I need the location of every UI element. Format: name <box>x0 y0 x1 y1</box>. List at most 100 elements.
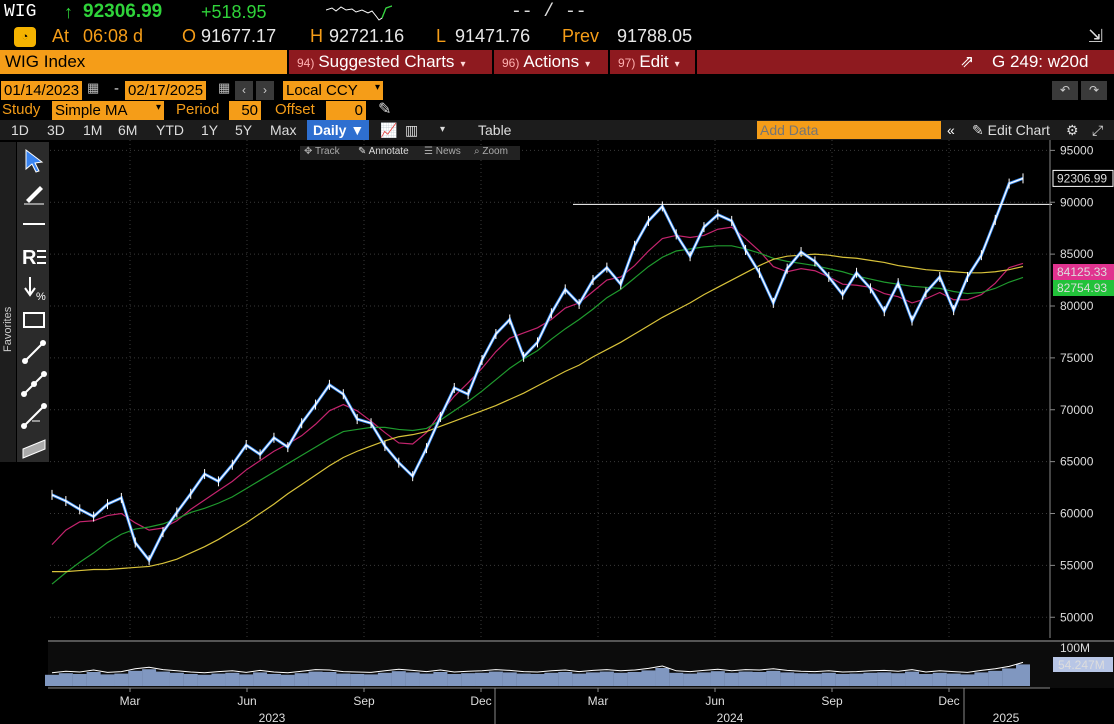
line-chart-icon[interactable]: 📈 <box>380 122 398 138</box>
y-tick-label: 75000 <box>1060 351 1094 365</box>
expand-icon[interactable]: ⤢ <box>1092 122 1104 138</box>
period-max[interactable]: Max <box>270 122 297 138</box>
popout-icon[interactable]: ⇲ <box>1088 26 1104 46</box>
actions-menu[interactable]: 96) Actions ▾ <box>502 50 590 74</box>
volume-panel: 100M 54.247M <box>45 640 1114 688</box>
volume-bar <box>114 673 129 686</box>
chevron-down-icon: ▾ <box>374 82 380 93</box>
volume-bar <box>544 672 559 686</box>
volume-bar <box>183 674 198 686</box>
text-tool-icon[interactable]: R <box>20 242 48 270</box>
edit-menu[interactable]: 97) Edit ▾ <box>618 50 680 74</box>
period-1m[interactable]: 1M <box>83 122 103 138</box>
prev-range-button[interactable]: ‹ <box>235 81 253 100</box>
moving-averages <box>51 226 1024 585</box>
y-tick-label: 80000 <box>1060 299 1094 313</box>
volume-bar <box>752 672 767 686</box>
y-tick-label: 95000 <box>1060 143 1094 157</box>
volume-bar <box>336 673 351 686</box>
prev-value: 91788.05 <box>617 26 693 46</box>
volume-bar <box>142 669 157 686</box>
x-month-label: Jun <box>705 694 724 708</box>
volume-bar <box>655 668 670 686</box>
volume-bar <box>974 672 989 686</box>
period-1y[interactable]: 1Y <box>201 122 219 138</box>
calendar-icon[interactable]: ▦ <box>218 80 231 95</box>
offset-field[interactable]: 0 <box>326 101 366 120</box>
menu-label: Suggested Charts <box>318 52 455 71</box>
volume-bar <box>863 672 878 686</box>
collapse-icon[interactable]: « <box>947 122 955 138</box>
end-date-field[interactable]: 02/17/2025 <box>125 81 207 100</box>
percent-tool-icon[interactable]: % <box>20 274 48 303</box>
period-1d[interactable]: 1D <box>11 122 29 138</box>
export-icon[interactable]: ⇗ <box>960 52 975 71</box>
frequency-select[interactable]: Daily ▼ <box>307 120 369 140</box>
news-button[interactable]: ☰ News <box>424 146 461 157</box>
volume-bar <box>794 673 809 686</box>
y-tick-label: 50000 <box>1060 610 1094 624</box>
offset-label: Offset <box>275 101 315 118</box>
period-3d[interactable]: 3D <box>47 122 65 138</box>
volume-bar <box>530 674 545 686</box>
volume-bar <box>891 673 906 686</box>
study-value: Simple MA <box>55 102 128 119</box>
pencil-icon[interactable]: ✎ <box>378 101 392 118</box>
volume-bar <box>72 674 87 686</box>
calendar-icon[interactable]: ▦ <box>87 80 100 95</box>
volume-bar <box>58 673 73 686</box>
divider <box>695 50 697 74</box>
table-button[interactable]: Table <box>478 122 512 138</box>
x-month-label: Mar <box>588 694 609 708</box>
track-button[interactable]: ✥ Track <box>304 146 340 157</box>
next-range-button[interactable]: › <box>256 81 274 100</box>
period-5y[interactable]: 5Y <box>235 122 253 138</box>
pointer-tool-icon[interactable] <box>20 146 48 174</box>
security-field[interactable]: WIG Index <box>0 50 287 74</box>
ticker-symbol[interactable]: WIG <box>4 2 37 22</box>
price-chart[interactable]: 95000 90000 85000 80000 75000 70000 65000 60000… <box>0 140 1114 724</box>
suggested-charts-menu[interactable]: 94) Suggested Charts ▾ <box>297 50 465 74</box>
volume-bar <box>932 672 947 686</box>
chevron-down-icon[interactable]: ▾ <box>440 124 446 135</box>
shape-tool-icon[interactable] <box>20 434 48 462</box>
chevron-down-icon: ▾ <box>460 59 466 70</box>
undo-button[interactable]: ↶ <box>1052 81 1078 100</box>
fibonacci-tool-icon[interactable] <box>20 402 48 430</box>
volume-bar <box>918 674 933 686</box>
redo-button[interactable]: ↷ <box>1081 81 1107 100</box>
volume-bar <box>1002 668 1017 686</box>
chart-mini-toolbar: ✥ Track ✎ Annotate ☰ News ⌕ Zoom <box>300 146 520 160</box>
pen-tool-icon[interactable] <box>20 178 48 206</box>
horizontal-line-icon[interactable] <box>20 210 48 238</box>
zoom-button[interactable]: ⌕ Zoom <box>474 146 508 157</box>
track-label: Track <box>314 146 340 157</box>
x-month-label: Dec <box>470 694 491 708</box>
x-year-label: 2023 <box>259 711 286 724</box>
volume-bar <box>128 670 143 686</box>
volume-bar <box>391 671 406 686</box>
period-field[interactable]: 50 <box>229 101 261 120</box>
volume-bar <box>960 674 975 686</box>
add-data-input[interactable] <box>757 121 941 139</box>
candle-chart-icon[interactable]: ▥ <box>405 122 419 138</box>
ma-label: 84125.33 <box>1057 265 1107 279</box>
volume-bar <box>780 672 795 686</box>
rectangle-tool-icon[interactable] <box>20 306 48 334</box>
period-6m[interactable]: 6M <box>118 122 138 138</box>
start-date-field[interactable]: 01/14/2023 <box>1 81 83 100</box>
edit-chart-button[interactable]: ✎ Edit Chart <box>972 122 1050 138</box>
volume-bar <box>322 672 337 686</box>
volume-bar <box>197 674 212 686</box>
annotate-button[interactable]: ✎ Annotate <box>358 146 409 157</box>
ma-line <box>51 226 1024 546</box>
favorites-tab[interactable]: Favorites <box>0 142 16 462</box>
settings-icon[interactable]: ⚙ <box>1066 122 1079 138</box>
x-year-label: 2025 <box>993 711 1020 724</box>
currency-select[interactable]: Local CCY ▾ <box>283 81 383 100</box>
volume-bar <box>905 671 920 686</box>
period-ytd[interactable]: YTD <box>156 122 184 138</box>
trendline-tool-icon[interactable] <box>20 338 48 366</box>
study-select[interactable]: Simple MA ▾ <box>52 101 164 120</box>
channel-tool-icon[interactable] <box>20 370 48 398</box>
